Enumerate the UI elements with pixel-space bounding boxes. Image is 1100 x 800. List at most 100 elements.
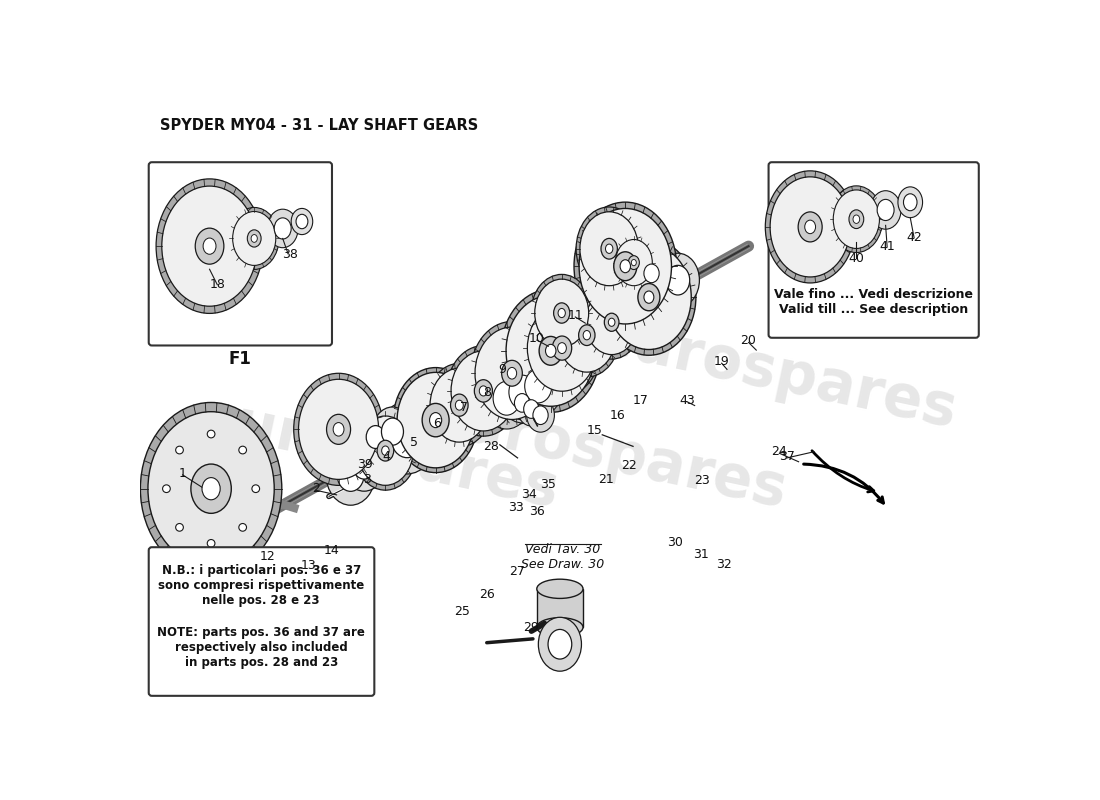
Ellipse shape	[502, 360, 522, 386]
Ellipse shape	[517, 392, 546, 426]
Ellipse shape	[618, 296, 646, 330]
Ellipse shape	[524, 400, 539, 418]
Circle shape	[252, 485, 260, 493]
Text: 17: 17	[632, 394, 649, 406]
Ellipse shape	[377, 402, 437, 474]
Ellipse shape	[515, 394, 530, 412]
Ellipse shape	[548, 630, 572, 659]
Ellipse shape	[538, 618, 582, 671]
Ellipse shape	[333, 422, 344, 436]
Ellipse shape	[572, 315, 597, 347]
Text: 16: 16	[609, 409, 626, 422]
Ellipse shape	[638, 257, 666, 290]
Ellipse shape	[232, 211, 276, 266]
Text: 32: 32	[716, 558, 732, 570]
Ellipse shape	[507, 367, 517, 379]
Text: 30: 30	[668, 536, 683, 549]
Ellipse shape	[455, 400, 463, 410]
Ellipse shape	[631, 259, 636, 266]
Ellipse shape	[524, 300, 601, 396]
Ellipse shape	[605, 244, 613, 254]
FancyBboxPatch shape	[148, 162, 332, 346]
Text: 43: 43	[679, 394, 695, 406]
Circle shape	[176, 523, 184, 531]
Ellipse shape	[535, 279, 589, 347]
Ellipse shape	[531, 274, 593, 352]
Ellipse shape	[195, 228, 224, 264]
Ellipse shape	[482, 367, 531, 429]
Text: F1: F1	[229, 350, 252, 368]
Ellipse shape	[397, 372, 474, 468]
Ellipse shape	[805, 220, 815, 234]
Ellipse shape	[638, 283, 660, 310]
Ellipse shape	[766, 171, 855, 283]
Text: eurospares: eurospares	[420, 387, 792, 519]
Text: 14: 14	[323, 544, 339, 557]
Text: 15: 15	[586, 425, 603, 438]
Ellipse shape	[583, 330, 591, 340]
Ellipse shape	[493, 382, 520, 415]
Ellipse shape	[390, 418, 424, 458]
Ellipse shape	[644, 264, 659, 282]
Ellipse shape	[248, 230, 261, 247]
Ellipse shape	[539, 337, 562, 366]
Text: 2: 2	[312, 482, 320, 495]
Ellipse shape	[502, 290, 601, 412]
Ellipse shape	[427, 363, 493, 447]
Text: 27: 27	[509, 566, 526, 578]
Ellipse shape	[579, 325, 595, 346]
Text: 23: 23	[694, 474, 711, 487]
Ellipse shape	[451, 394, 469, 416]
Ellipse shape	[527, 305, 596, 391]
Text: 36: 36	[529, 506, 544, 518]
Ellipse shape	[553, 303, 570, 323]
Ellipse shape	[354, 411, 417, 490]
Text: 5: 5	[409, 436, 418, 449]
Ellipse shape	[430, 368, 488, 442]
Text: 31: 31	[693, 548, 708, 561]
Ellipse shape	[608, 318, 615, 326]
Text: 7: 7	[460, 402, 467, 414]
Ellipse shape	[546, 344, 556, 358]
Ellipse shape	[508, 386, 536, 420]
Ellipse shape	[644, 291, 653, 303]
Ellipse shape	[498, 362, 547, 423]
Ellipse shape	[451, 351, 516, 431]
Ellipse shape	[582, 286, 641, 359]
Text: eurospares: eurospares	[191, 387, 564, 519]
Ellipse shape	[422, 403, 449, 437]
Ellipse shape	[615, 239, 652, 286]
Text: N.B.: i particolari pos. 36 e 37
sono compresi rispettivamente
nelle pos. 28 e 2: N.B.: i particolari pos. 36 e 37 sono co…	[158, 564, 364, 607]
Text: 10: 10	[529, 332, 544, 345]
Ellipse shape	[327, 414, 351, 444]
Text: NOTE: parts pos. 36 and 37 are
respectively also included
in parts pos. 28 and 2: NOTE: parts pos. 36 and 37 are respectiv…	[157, 626, 365, 669]
Ellipse shape	[576, 207, 642, 290]
Text: 13: 13	[300, 559, 316, 572]
Text: 3: 3	[363, 473, 372, 486]
FancyBboxPatch shape	[769, 162, 979, 338]
Ellipse shape	[558, 309, 565, 318]
Ellipse shape	[352, 450, 376, 479]
Ellipse shape	[506, 295, 595, 406]
Circle shape	[163, 485, 170, 493]
Ellipse shape	[585, 290, 638, 354]
Ellipse shape	[666, 266, 690, 295]
Circle shape	[207, 430, 215, 438]
Ellipse shape	[230, 207, 279, 270]
Text: 21: 21	[598, 473, 614, 486]
Ellipse shape	[532, 406, 548, 425]
Ellipse shape	[799, 212, 822, 242]
Ellipse shape	[537, 579, 583, 598]
Ellipse shape	[359, 416, 393, 458]
Ellipse shape	[561, 302, 607, 360]
Text: 1: 1	[178, 467, 187, 480]
Ellipse shape	[849, 210, 864, 229]
Ellipse shape	[267, 209, 298, 248]
FancyBboxPatch shape	[148, 547, 374, 696]
Ellipse shape	[162, 186, 257, 306]
Ellipse shape	[475, 327, 549, 419]
Ellipse shape	[620, 260, 630, 273]
Text: 11: 11	[568, 309, 583, 322]
Ellipse shape	[602, 239, 696, 355]
Text: 20: 20	[740, 334, 757, 347]
